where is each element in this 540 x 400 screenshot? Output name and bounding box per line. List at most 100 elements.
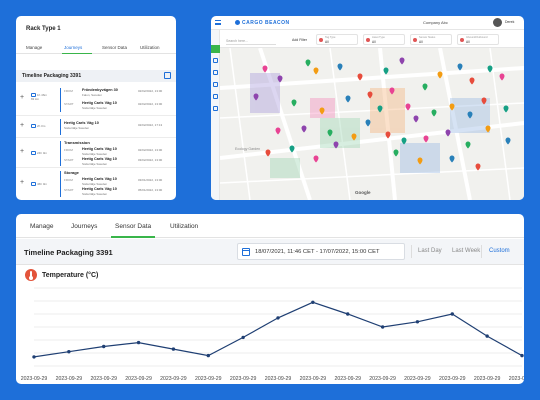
map-pin[interactable] — [313, 155, 319, 163]
remove-filter-icon[interactable] — [366, 38, 370, 42]
map-pin[interactable] — [277, 75, 283, 83]
avatar[interactable] — [493, 18, 502, 27]
map-pin[interactable] — [405, 103, 411, 111]
map-pin[interactable] — [385, 131, 391, 139]
map-pin[interactable] — [457, 63, 463, 71]
map-pin[interactable] — [499, 73, 505, 81]
sidebar-item-map[interactable] — [211, 45, 220, 53]
data-point[interactable] — [171, 347, 176, 351]
map-pin[interactable] — [253, 93, 259, 101]
data-point[interactable] — [136, 340, 141, 345]
data-point[interactable] — [241, 335, 245, 340]
range-last-day-button[interactable]: Last Day — [418, 248, 442, 254]
map-pin[interactable] — [431, 109, 437, 117]
data-point[interactable] — [520, 353, 524, 358]
expand-plus-icon[interactable]: + — [20, 148, 25, 155]
map-pin[interactable] — [319, 107, 325, 115]
map-pin[interactable] — [275, 127, 281, 135]
expand-plus-icon[interactable]: + — [20, 94, 25, 101]
tab-utilization[interactable]: Utilization — [140, 45, 160, 50]
sidebar-item-alerts[interactable] — [213, 82, 218, 87]
sidebar-item-settings[interactable] — [213, 106, 218, 111]
range-last-week-button[interactable]: Last Week — [452, 248, 481, 254]
remove-filter-icon[interactable] — [413, 38, 417, 42]
expand-plus-icon[interactable]: + — [20, 122, 25, 129]
map-pin[interactable] — [327, 129, 333, 137]
map-pin[interactable] — [393, 149, 399, 157]
map-pin[interactable] — [399, 57, 405, 65]
map-pin[interactable] — [337, 63, 343, 71]
filter-chip-tag-type[interactable]: Tag Type All — [316, 34, 358, 45]
map-pin[interactable] — [445, 129, 451, 137]
data-point[interactable] — [67, 350, 71, 354]
map-pin[interactable] — [423, 135, 429, 143]
tab-journeys[interactable]: Journeys — [64, 45, 83, 50]
menu-icon[interactable] — [215, 20, 221, 25]
map-pin[interactable] — [313, 67, 319, 75]
map-pin[interactable] — [401, 137, 407, 145]
data-point[interactable] — [276, 316, 280, 320]
map-pin[interactable] — [467, 111, 473, 119]
tab-utilization[interactable]: Utilization — [170, 223, 199, 230]
map-pin[interactable] — [357, 73, 363, 81]
map-pin[interactable] — [503, 105, 509, 113]
map-pin[interactable] — [417, 157, 423, 165]
map-pin[interactable] — [351, 133, 357, 141]
sidebar-item-users[interactable] — [213, 94, 218, 99]
map-pin[interactable] — [469, 77, 475, 85]
date-range-picker[interactable]: 18/07/2021, 11:46 CET - 17/07/2022, 15:0… — [237, 243, 405, 260]
map-pin[interactable] — [333, 141, 339, 149]
map-pin[interactable] — [291, 99, 297, 107]
map-pin[interactable] — [449, 103, 455, 111]
map-pin[interactable] — [383, 67, 389, 75]
sidebar-item-reports[interactable] — [213, 70, 218, 75]
data-point[interactable] — [450, 312, 454, 316]
tab-manage[interactable]: Manage — [30, 223, 54, 230]
range-custom-button[interactable]: Custom — [489, 248, 510, 254]
data-point[interactable] — [346, 312, 350, 316]
data-point[interactable] — [206, 353, 210, 358]
calendar-icon[interactable] — [164, 72, 171, 79]
map-view[interactable]: Ecology Garden Google — [220, 48, 524, 200]
data-point[interactable] — [102, 344, 106, 349]
map-pin[interactable] — [389, 87, 395, 95]
map-pin[interactable] — [422, 83, 428, 91]
map-pin[interactable] — [485, 125, 491, 133]
map-pin[interactable] — [262, 65, 268, 73]
map-pin[interactable] — [449, 155, 455, 163]
map-pin[interactable] — [481, 97, 487, 105]
add-filter-button[interactable]: Add Filter — [292, 38, 307, 42]
map-pin[interactable] — [487, 65, 493, 73]
map-pin[interactable] — [475, 163, 481, 171]
remove-filter-icon[interactable] — [460, 38, 464, 42]
map-pin[interactable] — [365, 119, 371, 127]
map-pin[interactable] — [465, 141, 471, 149]
filter-chip-asset-type[interactable]: Asset Type All — [363, 34, 405, 45]
data-point[interactable] — [415, 320, 420, 324]
tab-sensor-data[interactable]: Sensor Data — [115, 223, 152, 230]
map-pin[interactable] — [345, 95, 351, 103]
tab-journeys[interactable]: Journeys — [71, 223, 98, 230]
data-point[interactable] — [485, 334, 489, 338]
data-point[interactable] — [32, 355, 36, 359]
map-pin[interactable] — [377, 105, 383, 113]
tab-sensor-data[interactable]: Sensor Data — [102, 45, 128, 50]
map-pin[interactable] — [305, 59, 311, 67]
company-selector[interactable]: Company Abc — [423, 20, 448, 25]
expand-plus-icon[interactable]: + — [20, 179, 25, 186]
tab-manage[interactable]: Manage — [26, 45, 43, 50]
filter-chip-inbound-outbound[interactable]: Inbound/Outbound All — [457, 34, 499, 45]
filter-chip-sensor-status[interactable]: Sensor Status All — [410, 34, 452, 45]
map-pin[interactable] — [289, 145, 295, 153]
map-pin[interactable] — [265, 149, 271, 157]
map-pin[interactable] — [437, 71, 443, 79]
data-point[interactable] — [380, 325, 385, 329]
remove-filter-icon[interactable] — [319, 38, 323, 42]
search-input[interactable]: Search here... — [226, 39, 276, 45]
map-pin[interactable] — [413, 115, 419, 123]
map-pin[interactable] — [367, 91, 373, 99]
sidebar-item-assets[interactable] — [213, 58, 218, 63]
map-pin[interactable] — [301, 125, 307, 133]
data-point[interactable] — [311, 300, 315, 304]
map-pin[interactable] — [505, 137, 511, 145]
